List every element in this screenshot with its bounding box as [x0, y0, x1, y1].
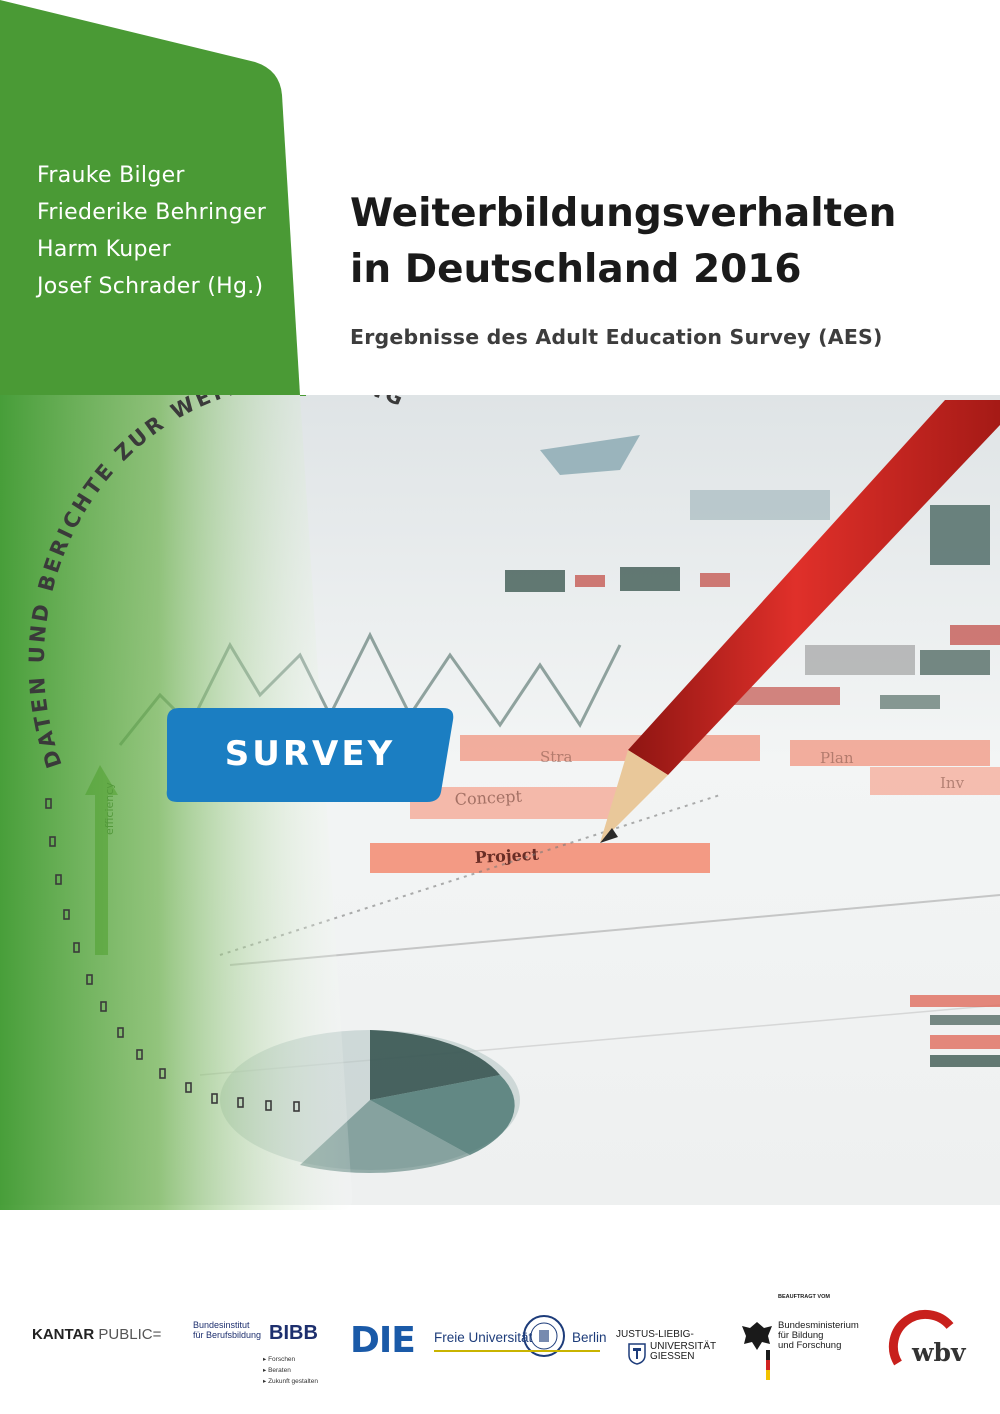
bibb-tag: ▸ Beraten	[263, 1367, 291, 1374]
svg-text:Plan: Plan	[820, 749, 854, 767]
author-name: Frauke Bilger	[37, 163, 185, 188]
bmbf-commissioned-text: BEAUFTRAGT VOM	[778, 1294, 830, 1300]
svg-text:Stra: Stra	[540, 748, 572, 766]
fu-seal-icon	[523, 1315, 565, 1357]
bibb-acronym: BIBB	[269, 1322, 318, 1344]
book-title: Weiterbildungsverhalten in Deutschland 2…	[350, 186, 970, 298]
author-name: Harm Kuper	[37, 237, 171, 262]
svg-text:Concept: Concept	[454, 786, 523, 809]
bibb-logo: Bundesinstitut für Berufsbildung BIBB ▸ …	[193, 1320, 333, 1385]
book-subtitle: Ergebnisse des Adult Education Survey (A…	[350, 325, 883, 349]
wbv-arc-icon	[888, 1309, 954, 1366]
author-name: Friederike Behringer	[37, 200, 267, 225]
die-logo: DIE	[350, 1320, 416, 1361]
logo-strip: KANTAR PUBLIC= Bundesinstitut für Berufs…	[0, 1290, 1000, 1414]
arc-dashes	[45, 798, 300, 1112]
kantar-public-logo: KANTAR PUBLIC=	[32, 1326, 161, 1343]
author-name: Josef Schrader (Hg.)	[37, 274, 264, 299]
jlu-line2: UNIVERSITÄT	[650, 1341, 717, 1352]
title-line-2: in Deutschland 2016	[350, 247, 802, 292]
bibb-line2: für Berufsbildung	[193, 1330, 262, 1340]
bmbf-line2: für Bildung	[778, 1330, 824, 1341]
bibb-tag: ▸ Zukunft gestalten	[263, 1378, 318, 1385]
survey-label: SURVEY	[224, 734, 396, 774]
fu-underline	[434, 1350, 600, 1352]
bmbf-line3: und Forschung	[778, 1340, 842, 1351]
fu-left-text: Freie Universität	[434, 1330, 533, 1345]
jlu-shield-icon	[628, 1343, 646, 1365]
bibb-tag: ▸ Forschen	[263, 1356, 296, 1363]
kantar-bold-text: KANTAR	[32, 1326, 95, 1343]
survey-badge: SURVEY	[165, 706, 455, 802]
svg-text:Inv: Inv	[940, 774, 965, 792]
green-side-panel	[0, 0, 360, 1240]
jlu-giessen-logo: JUSTUS-LIEBIG- UNIVERSITÄT GIESSEN	[616, 1329, 717, 1365]
bmbf-line1: Bundesministerium	[778, 1320, 859, 1331]
svg-text:Project: Project	[474, 845, 540, 867]
bmbf-name: Bundesministerium für Bildung und Forsch…	[778, 1321, 859, 1351]
kantar-light-text: PUBLIC=	[98, 1326, 162, 1343]
author-list: Frauke Bilger Friederike Behringer Harm …	[37, 157, 266, 305]
jlu-line3: GIESSEN	[650, 1351, 695, 1362]
wbv-text: wbv	[912, 1338, 966, 1367]
wbv-logo: wbv	[886, 1308, 966, 1382]
title-line-1: Weiterbildungsverhalten	[350, 191, 897, 236]
bibb-line1: Bundesinstitut	[193, 1320, 250, 1330]
jlu-line1: JUSTUS-LIEBIG-	[616, 1329, 694, 1340]
fu-berlin-logo: Freie Universität Berlin	[434, 1315, 607, 1357]
federal-eagle-icon	[742, 1322, 772, 1380]
bibb-tagline: ▸ Forschen ▸ Beraten ▸ Zukunft gestalten	[263, 1354, 318, 1387]
fu-right-text: Berlin	[572, 1330, 607, 1345]
